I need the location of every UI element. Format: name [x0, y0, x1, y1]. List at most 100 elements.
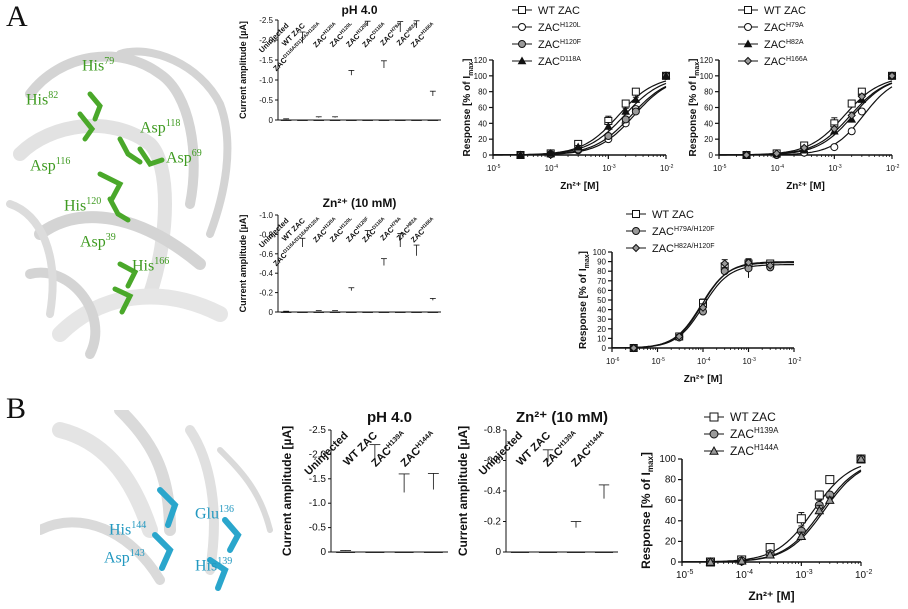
- legend-label: WT ZAC: [730, 410, 776, 424]
- bar: [365, 551, 385, 553]
- y-tick-label: 90: [597, 258, 606, 267]
- fit-curve: [612, 261, 794, 349]
- residue-sticks-a: [77, 91, 165, 315]
- data-point: [765, 549, 775, 559]
- x-tick-label: 10-3: [828, 164, 842, 173]
- data-point: [796, 514, 806, 524]
- bar: [297, 311, 308, 313]
- residue-label-his120: His120: [64, 196, 102, 215]
- x-axis-title: Zn²⁺ [M]: [684, 374, 723, 385]
- y-tick-label: 0: [602, 344, 607, 353]
- x-tick-label: 10-3: [743, 357, 757, 366]
- x-tick-label: 10-4: [771, 164, 785, 173]
- bar: [336, 551, 356, 553]
- data-point: [709, 429, 719, 439]
- legend-label: ZACH166A: [764, 56, 808, 68]
- y-tick-label: -0.2: [259, 289, 273, 298]
- data-point: [824, 495, 835, 504]
- legend-label: ZACH120F: [538, 39, 581, 51]
- x-tick-label: 10-2: [788, 357, 802, 366]
- data-point: [518, 6, 526, 14]
- y-tick-label: -2.5: [309, 425, 327, 436]
- y-tick-label: 70: [597, 277, 606, 286]
- y-tick-label: -0.4: [259, 269, 273, 278]
- x-tick-label: 10-4: [545, 164, 559, 173]
- x-tick-label: 10-2: [886, 164, 900, 173]
- residue-label-asp69: Asp69: [166, 148, 202, 167]
- chart-title: pH 4.0: [367, 409, 412, 426]
- y-tick-label: 60: [597, 286, 606, 295]
- y-tick-label: -0.5: [259, 96, 273, 105]
- chart-a-dose-response-2: 0 20 40 60 80 100 120 10-5 10-4 10-3 10-2 Response …: [688, 5, 900, 192]
- y-tick-label: 120: [700, 56, 714, 65]
- y-tick-label: 80: [665, 475, 677, 486]
- bar: [378, 119, 390, 121]
- residue-label-his79: His79: [82, 56, 115, 75]
- y-tick-label: 40: [665, 516, 677, 527]
- y-tick-label: 0: [483, 151, 488, 160]
- data-point: [621, 99, 630, 108]
- y-tick-label: -2.0: [309, 449, 327, 460]
- data-point: [856, 453, 866, 463]
- chart-title: pH 4.0: [341, 3, 377, 17]
- y-tick-label: 20: [597, 325, 606, 334]
- legend-label: ZACD118A: [538, 56, 581, 68]
- data-point: [830, 143, 839, 152]
- y-tick-label: 0: [269, 308, 274, 317]
- data-point: [604, 132, 613, 140]
- data-point: [743, 39, 753, 48]
- y-tick-label: -0.8: [259, 230, 273, 239]
- x-tick-label: 10-4: [736, 569, 753, 581]
- data-point: [661, 71, 671, 80]
- y-tick-label: -0.6: [484, 456, 502, 467]
- data-point: [573, 142, 583, 151]
- residue-label-asp118: Asp118: [140, 118, 181, 137]
- data-point: [516, 150, 525, 159]
- data-point: [517, 56, 527, 65]
- chart-title: Zn²⁺ (10 mM): [323, 196, 397, 210]
- data-point: [742, 150, 751, 160]
- y-axis-title: Current amplitude [µA]: [238, 21, 248, 119]
- data-point: [621, 115, 630, 124]
- x-tick-label: 10-2: [855, 569, 872, 581]
- data-point: [621, 106, 631, 115]
- y-tick-label: 10: [597, 334, 606, 343]
- y-tick-label: 80: [478, 88, 487, 97]
- y-tick-label: 40: [478, 119, 487, 128]
- bar: [394, 119, 406, 121]
- legend-label: WT ZAC: [652, 209, 694, 221]
- data-point: [720, 259, 729, 268]
- y-tick-label: 20: [665, 536, 677, 547]
- bar: [280, 119, 292, 121]
- bar: [329, 311, 341, 313]
- legend-label: ZACH139A: [730, 426, 779, 441]
- legend-label: WT ZAC: [764, 5, 806, 17]
- x-tick-label: 10-5: [652, 357, 666, 366]
- data-point: [631, 243, 641, 253]
- protein-structure-b: [40, 410, 273, 591]
- y-tick-label: 30: [597, 315, 606, 324]
- data-point: [830, 124, 839, 134]
- y-tick-label: -1.0: [259, 211, 273, 220]
- residue-sticks-b: [152, 487, 242, 591]
- y-tick-label: 60: [665, 495, 677, 506]
- residue-label-his144: His144: [109, 520, 147, 539]
- data-point: [814, 505, 825, 515]
- y-tick-label: -0.6: [259, 250, 273, 259]
- data-point: [603, 121, 613, 130]
- data-point: [744, 23, 752, 31]
- x-tick-label: 10-4: [697, 357, 711, 366]
- data-point: [709, 412, 719, 422]
- bar: [566, 551, 586, 553]
- y-tick-label: 60: [478, 104, 487, 113]
- y-axis-title: Response [% of Imax]: [688, 59, 701, 157]
- data-point: [631, 87, 640, 96]
- bar: [313, 119, 325, 121]
- x-tick-label: 10-3: [602, 164, 616, 173]
- panel-label-a: A: [6, 0, 28, 33]
- bar: [538, 551, 558, 553]
- chart-title: Zn²⁺ (10 mM): [516, 409, 608, 426]
- y-tick-label: 100: [659, 454, 676, 465]
- data-point: [857, 92, 867, 101]
- x-tick-label: 10-6: [606, 357, 620, 366]
